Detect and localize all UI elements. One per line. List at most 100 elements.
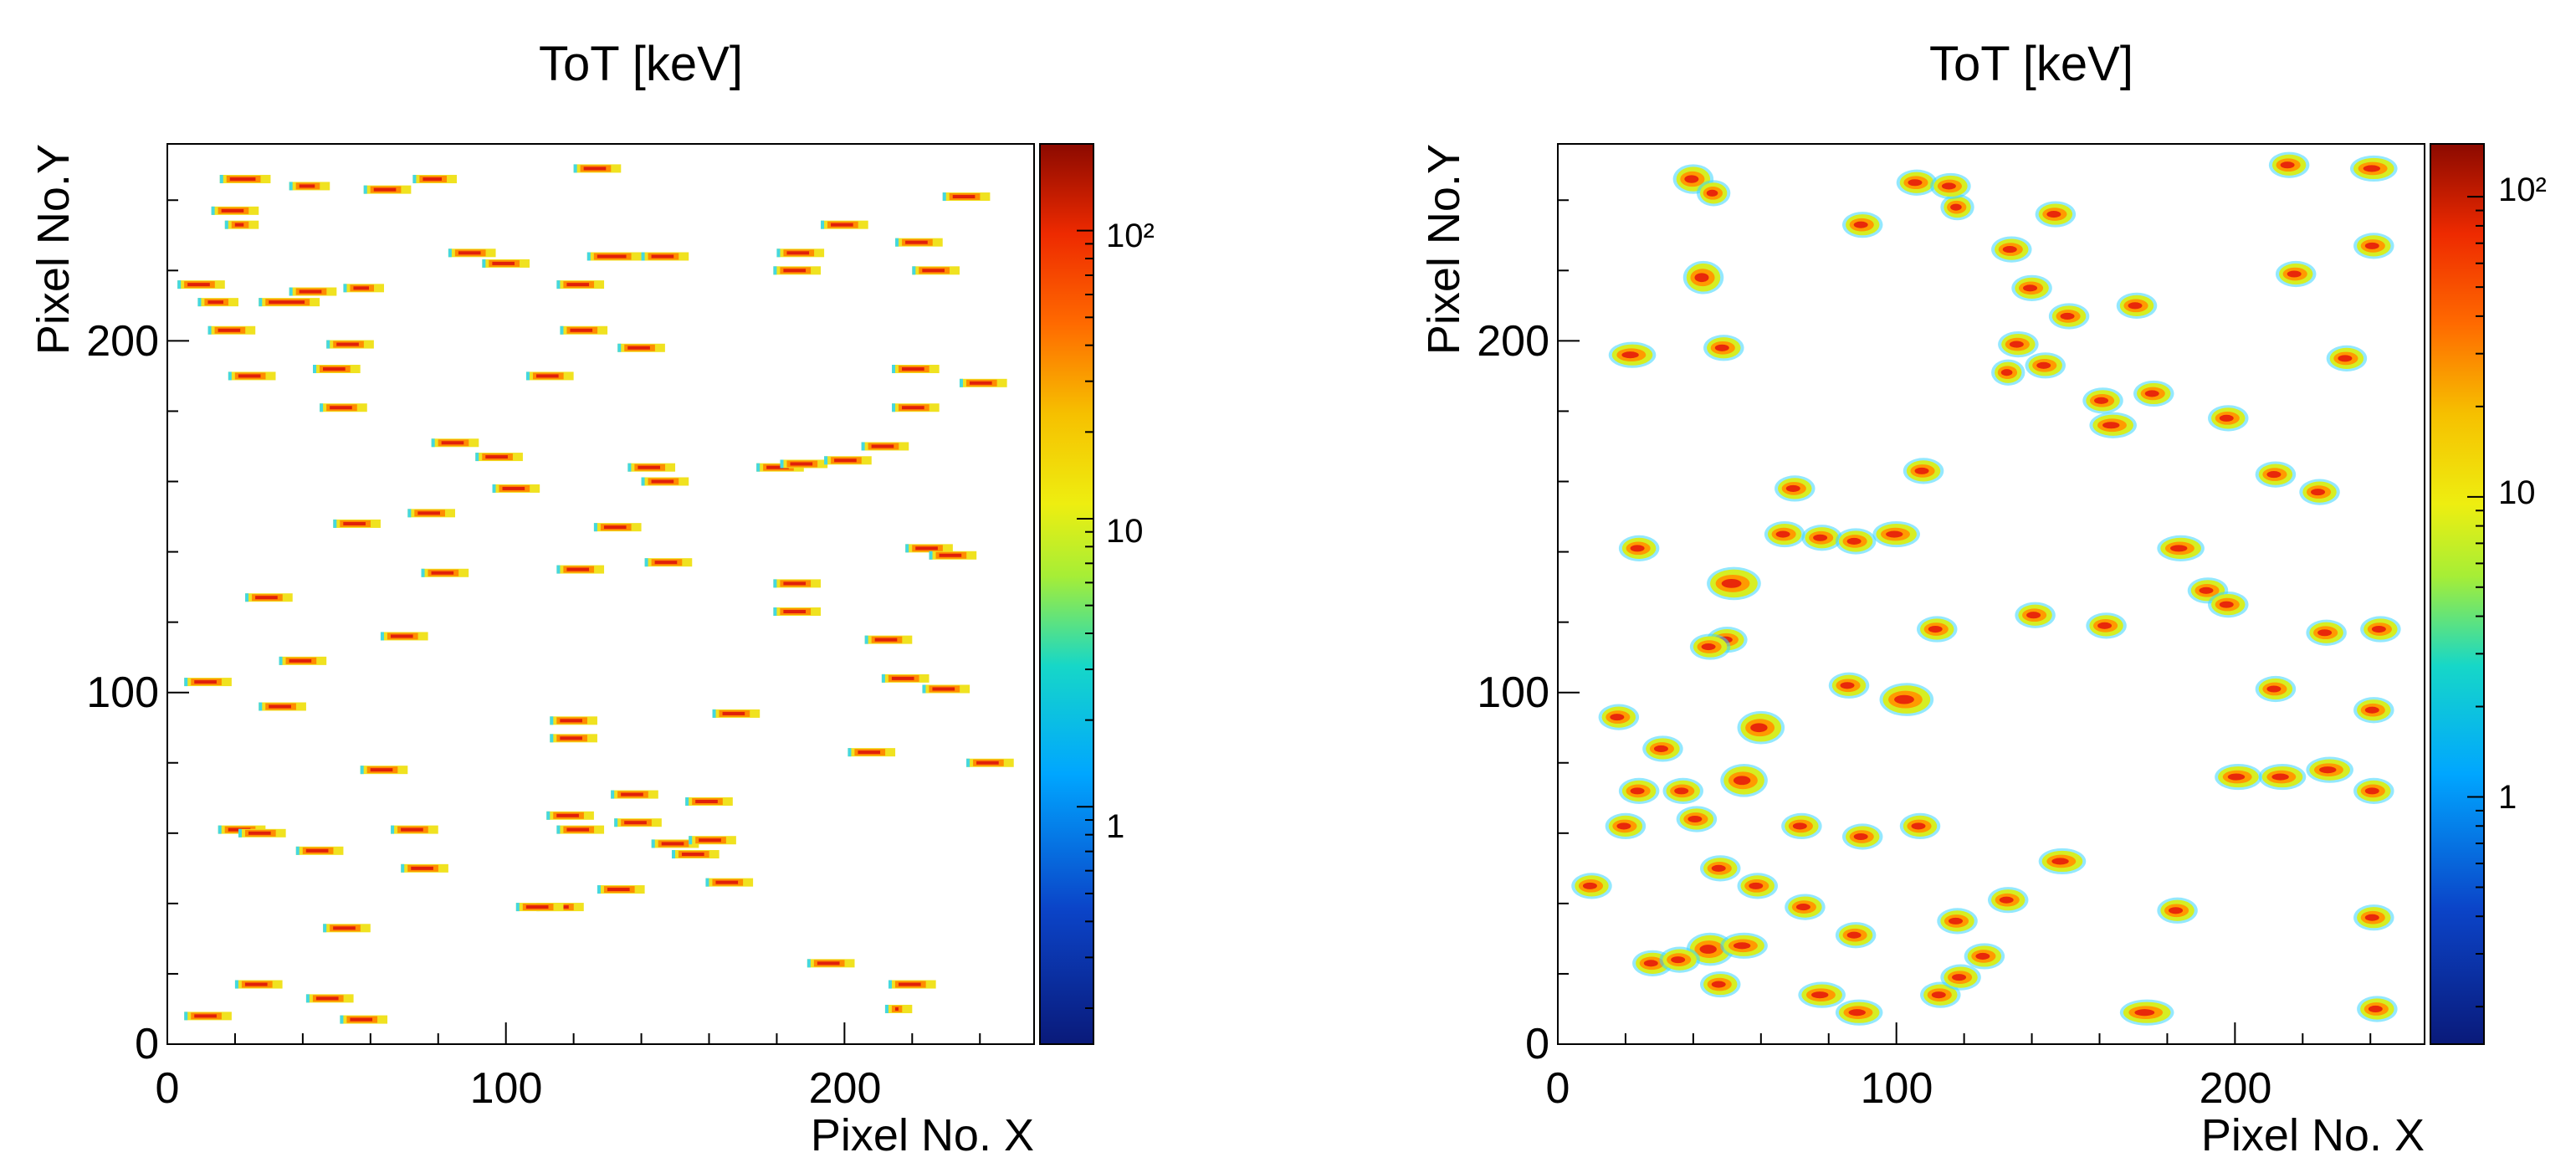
cluster	[1737, 710, 1785, 745]
cluster	[776, 248, 825, 258]
cluster-core	[2169, 907, 2184, 914]
cluster	[773, 579, 822, 588]
cluster-core	[2338, 355, 2353, 362]
cluster	[2353, 697, 2394, 724]
cluster-core	[1671, 956, 1686, 964]
cluster	[2089, 412, 2137, 438]
cluster-core	[1813, 534, 1828, 541]
cluster-edge	[305, 994, 310, 1003]
cluster-core	[898, 982, 921, 986]
cluster	[2353, 777, 2394, 804]
cluster	[1764, 520, 1805, 548]
cluster-edge	[228, 371, 232, 381]
cluster	[412, 175, 458, 184]
cluster-edge	[641, 252, 645, 261]
cluster	[892, 403, 940, 412]
cluster	[401, 863, 448, 873]
right-y-tick-100: 100	[1477, 668, 1549, 717]
cluster	[1798, 981, 1846, 1008]
cluster	[641, 252, 689, 261]
cluster-core	[1914, 467, 1929, 474]
cluster-core	[1950, 203, 1962, 211]
cluster-core	[783, 269, 807, 273]
cluster-edge	[556, 825, 561, 834]
cluster-edge	[807, 959, 811, 968]
cluster	[641, 477, 689, 486]
left-colorbar-label-1: 1	[1106, 808, 1124, 845]
cluster-edge	[942, 192, 946, 202]
cluster	[611, 790, 658, 799]
cluster-core	[333, 926, 356, 930]
cluster-edge	[431, 438, 435, 448]
cluster	[912, 266, 960, 275]
cluster-edge	[323, 924, 327, 933]
cluster-core	[2036, 361, 2051, 369]
cluster-core	[817, 961, 840, 966]
cluster	[2208, 592, 2249, 618]
left-x-tick-100: 100	[470, 1064, 543, 1113]
cluster-edge	[259, 298, 263, 307]
cluster	[2275, 260, 2317, 288]
cluster-edge	[556, 280, 561, 289]
cluster-core	[621, 792, 643, 797]
cluster-edge	[289, 182, 293, 191]
cluster-edge	[861, 442, 865, 451]
right-colorbar-label-100: 10²	[2498, 172, 2547, 208]
cluster-edge	[756, 463, 761, 472]
cluster	[780, 459, 828, 469]
cluster	[407, 509, 455, 518]
cluster-core	[1701, 643, 1716, 651]
cluster-core	[350, 1017, 373, 1022]
cluster-core	[976, 761, 999, 765]
cluster	[259, 298, 320, 307]
cluster	[1703, 335, 1744, 361]
cluster-edge	[391, 825, 395, 834]
cluster-core	[458, 251, 481, 255]
cluster	[689, 836, 736, 845]
cluster-core	[939, 553, 962, 557]
cluster-core	[234, 223, 244, 227]
cluster	[1835, 999, 1883, 1026]
cluster-edge	[705, 878, 709, 887]
cluster-core	[1931, 991, 1946, 999]
cluster-edge	[848, 748, 852, 757]
cluster-core	[1853, 221, 1868, 228]
cluster-core	[2128, 302, 2143, 310]
cluster-core	[560, 736, 582, 740]
left-y-axis-label: Pixel No.Y	[28, 144, 79, 355]
cluster-core	[2046, 211, 2061, 218]
cluster	[884, 1004, 913, 1013]
cluster	[550, 734, 597, 743]
cluster	[2353, 904, 2394, 931]
cluster	[821, 220, 868, 229]
right-panel: ToT [keV] 0 100 200 0 100 200 Pixel No. …	[1419, 37, 2547, 1160]
cluster-core	[492, 261, 515, 265]
cluster-core	[1999, 896, 2014, 904]
cluster-core	[932, 687, 955, 691]
cluster	[2119, 999, 2174, 1026]
cluster	[1618, 535, 1660, 561]
cluster-edge	[525, 371, 530, 381]
cluster	[1940, 964, 1981, 991]
cluster	[556, 280, 605, 289]
cluster-edge	[573, 164, 577, 173]
left-plot-area	[167, 144, 1034, 1044]
cluster-core	[695, 799, 718, 803]
right-y-tick-0: 0	[1525, 1020, 1549, 1068]
cluster	[1896, 169, 1938, 196]
cluster-core	[2102, 422, 2120, 429]
cluster-edge	[207, 325, 212, 335]
cluster-core	[2051, 858, 2069, 865]
right-y-tick-200: 200	[1477, 317, 1549, 366]
cluster-edge	[614, 818, 618, 827]
cluster	[1700, 971, 1741, 998]
cluster-core	[502, 486, 525, 490]
cluster	[333, 519, 381, 528]
cluster	[1775, 475, 1815, 502]
cluster	[614, 818, 662, 827]
cluster	[197, 298, 238, 307]
cluster-edge	[651, 839, 655, 848]
cluster	[1700, 855, 1741, 882]
right-colorbar-ticks	[2467, 196, 2484, 1008]
cluster	[1835, 922, 1877, 949]
